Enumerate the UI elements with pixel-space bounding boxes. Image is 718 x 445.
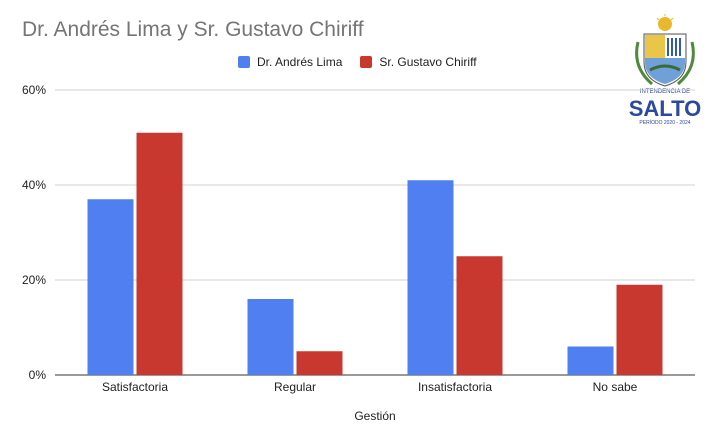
- legend-label-chiriff: Sr. Gustavo Chiriff: [379, 55, 477, 69]
- x-tick-label: Regular: [274, 380, 316, 394]
- bar-chiriff: [296, 351, 343, 375]
- coat-of-arms-icon: [635, 14, 695, 87]
- legend: Dr. Andrés Lima Sr. Gustavo Chiriff: [238, 55, 477, 69]
- bars: [87, 132, 663, 375]
- y-tick-label: 0%: [29, 368, 47, 382]
- x-tick-labels: Satisfactoria Regular Insatisfactoria No sa…: [102, 380, 638, 394]
- x-axis-title: Gestión: [354, 409, 395, 423]
- bar-chiriff: [616, 284, 663, 375]
- legend-swatch-chiriff: [360, 56, 373, 68]
- logo-name: SALTO: [628, 96, 702, 121]
- logo-top-text: INTENDENCIA DE: [639, 89, 691, 95]
- x-tick-label: Satisfactoria: [102, 380, 168, 394]
- x-tick-label: No sabe: [593, 380, 638, 394]
- bar-chiriff: [136, 132, 183, 375]
- bar-lima: [87, 199, 134, 375]
- intendencia-salto-logo: INTENDENCIA DE SALTO PERÍODO 2020 - 2024: [622, 12, 708, 130]
- y-tick-label: 60%: [22, 83, 46, 97]
- bar-lima: [407, 180, 454, 375]
- x-tick-label: Insatisfactoria: [418, 380, 492, 394]
- bar-chiriff: [456, 256, 503, 375]
- logo-bottom-text: PERÍODO 2020 - 2024: [639, 120, 691, 126]
- legend-swatch-lima: [238, 56, 250, 68]
- bar-lima: [247, 299, 294, 375]
- y-tick-label: 20%: [22, 273, 46, 287]
- chart-title: Dr. Andrés Lima y Sr. Gustavo Chiriff: [22, 18, 364, 41]
- legend-item-lima: Dr. Andrés Lima: [238, 55, 342, 69]
- legend-item-chiriff: Sr. Gustavo Chiriff: [360, 55, 477, 69]
- y-tick-labels: 0% 20% 40% 60%: [22, 83, 46, 382]
- bar-lima: [567, 346, 614, 375]
- y-tick-label: 40%: [22, 178, 46, 192]
- legend-label-lima: Dr. Andrés Lima: [257, 55, 343, 69]
